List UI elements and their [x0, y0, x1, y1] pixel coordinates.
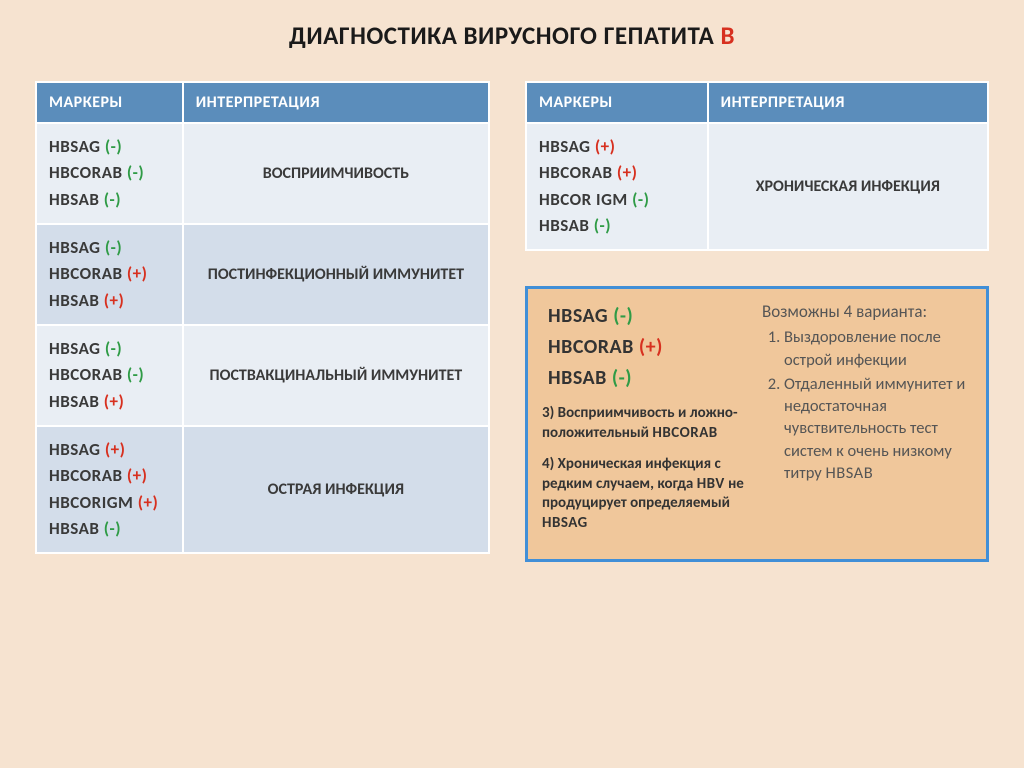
panel-left: HBsAg (-)HBcorAB (+)HBsAB (-) 3) Восприи… — [542, 301, 752, 545]
table-row: HBsAg (-)HBcorAB (+)HBsAB (+)Постинфекци… — [37, 225, 488, 324]
left-column: МАРКЕРЫ ИНТЕРПРЕТАЦИЯ HBsAg (-)HBcorAB (… — [35, 81, 490, 562]
note-4: 4) Хроническая инфекция с редким случаем… — [542, 455, 752, 533]
marker-line: HBsAg (-) — [548, 301, 752, 332]
marker-line: HBcorAB (-) — [49, 362, 170, 388]
marker-line: HBcorAB (+) — [539, 160, 695, 186]
note-3: 3) Восприимчивость и ложно-положительный… — [542, 404, 752, 443]
variants-panel: HBsAg (-)HBcorAB (+)HBsAB (-) 3) Восприи… — [525, 286, 989, 562]
right-column: МАРКЕРЫ ИНТЕРПРЕТАЦИЯ HBsAg (+)HBcorAB (… — [525, 81, 989, 562]
content-columns: МАРКЕРЫ ИНТЕРПРЕТАЦИЯ HBsAg (-)HBcorAB (… — [35, 81, 989, 562]
table-row: HBsAg (-)HBcorAB (-)HBsAB (-)Восприимчив… — [37, 124, 488, 223]
title-accent: В — [720, 20, 735, 51]
panel-markers: HBsAg (-)HBcorAB (+)HBsAB (-) — [548, 301, 752, 394]
marker-line: HBcorAB (+) — [49, 463, 170, 489]
marker-line: HBsAB (+) — [49, 389, 170, 415]
marker-line: HBsAg (-) — [49, 134, 170, 160]
table-row: HBsAg (+)HBcorAB (+)HBcorIgM (+)HBsAB (-… — [37, 427, 488, 552]
marker-cell: HBsAg (-)HBcorAB (+)HBsAB (+) — [37, 225, 182, 324]
list-item: Отдаленный иммунитет и недостаточная чув… — [784, 373, 972, 484]
interp-cell: Хроническая инфекция — [709, 124, 987, 249]
interp-cell: Острая инфекция — [184, 427, 488, 552]
marker-line: HBsAg (+) — [539, 134, 695, 160]
marker-line: HBsAB (-) — [539, 213, 695, 239]
possible-title: Возможны 4 варианта: — [762, 301, 972, 322]
marker-line: HBcorAB (+) — [548, 332, 752, 363]
interp-cell: Восприимчивость — [184, 124, 488, 223]
possible-list: Выздоровление после острой инфекцииОтдал… — [762, 326, 972, 484]
panel-right: Возможны 4 варианта: Выздоровление после… — [762, 301, 972, 545]
col-interp: ИНТЕРПРЕТАЦИЯ — [184, 83, 488, 122]
col-markers: МАРКЕРЫ — [527, 83, 707, 122]
marker-line: HBcorIgM (+) — [49, 490, 170, 516]
marker-line: HBsAB (-) — [49, 516, 170, 542]
marker-cell: HBsAg (+)HBcorAB (+)HBcorIgM (+)HBsAB (-… — [37, 427, 182, 552]
marker-line: HBcorAB (-) — [49, 160, 170, 186]
marker-line: HBsAB (+) — [49, 288, 170, 314]
marker-line: HBsAg (-) — [49, 235, 170, 261]
marker-line: HBsAg (+) — [49, 437, 170, 463]
marker-cell: HBsAg (-)HBcorAB (-)HBsAB (-) — [37, 124, 182, 223]
marker-line: HBsAB (-) — [548, 363, 752, 394]
marker-line: HBsAB (-) — [49, 187, 170, 213]
marker-cell: HBsAg (-)HBcorAB (-)HBsAB (+) — [37, 326, 182, 425]
right-table: МАРКЕРЫ ИНТЕРПРЕТАЦИЯ HBsAg (+)HBcorAB (… — [525, 81, 989, 251]
table-row: HBsAg (+)HBcorAB (+)HBcor IgM (-)HBsAB (… — [527, 124, 987, 249]
marker-line: HBcorAB (+) — [49, 261, 170, 287]
col-markers: МАРКЕРЫ — [37, 83, 182, 122]
left-table: МАРКЕРЫ ИНТЕРПРЕТАЦИЯ HBsAg (-)HBcorAB (… — [35, 81, 490, 554]
title-main: ДИАГНОСТИКА ВИРУСНОГО ГЕПАТИТА — [289, 20, 720, 51]
page-title: ДИАГНОСТИКА ВИРУСНОГО ГЕПАТИТА В — [35, 20, 989, 51]
list-item: Выздоровление после острой инфекции — [784, 326, 972, 371]
col-interp: ИНТЕРПРЕТАЦИЯ — [709, 83, 987, 122]
marker-line: HBsAg (-) — [49, 336, 170, 362]
interp-cell: Поствакцинальный иммунитет — [184, 326, 488, 425]
marker-cell: HBsAg (+)HBcorAB (+)HBcor IgM (-)HBsAB (… — [527, 124, 707, 249]
marker-line: HBcor IgM (-) — [539, 187, 695, 213]
interp-cell: Постинфекционный иммунитет — [184, 225, 488, 324]
table-row: HBsAg (-)HBcorAB (-)HBsAB (+)Поствакцина… — [37, 326, 488, 425]
